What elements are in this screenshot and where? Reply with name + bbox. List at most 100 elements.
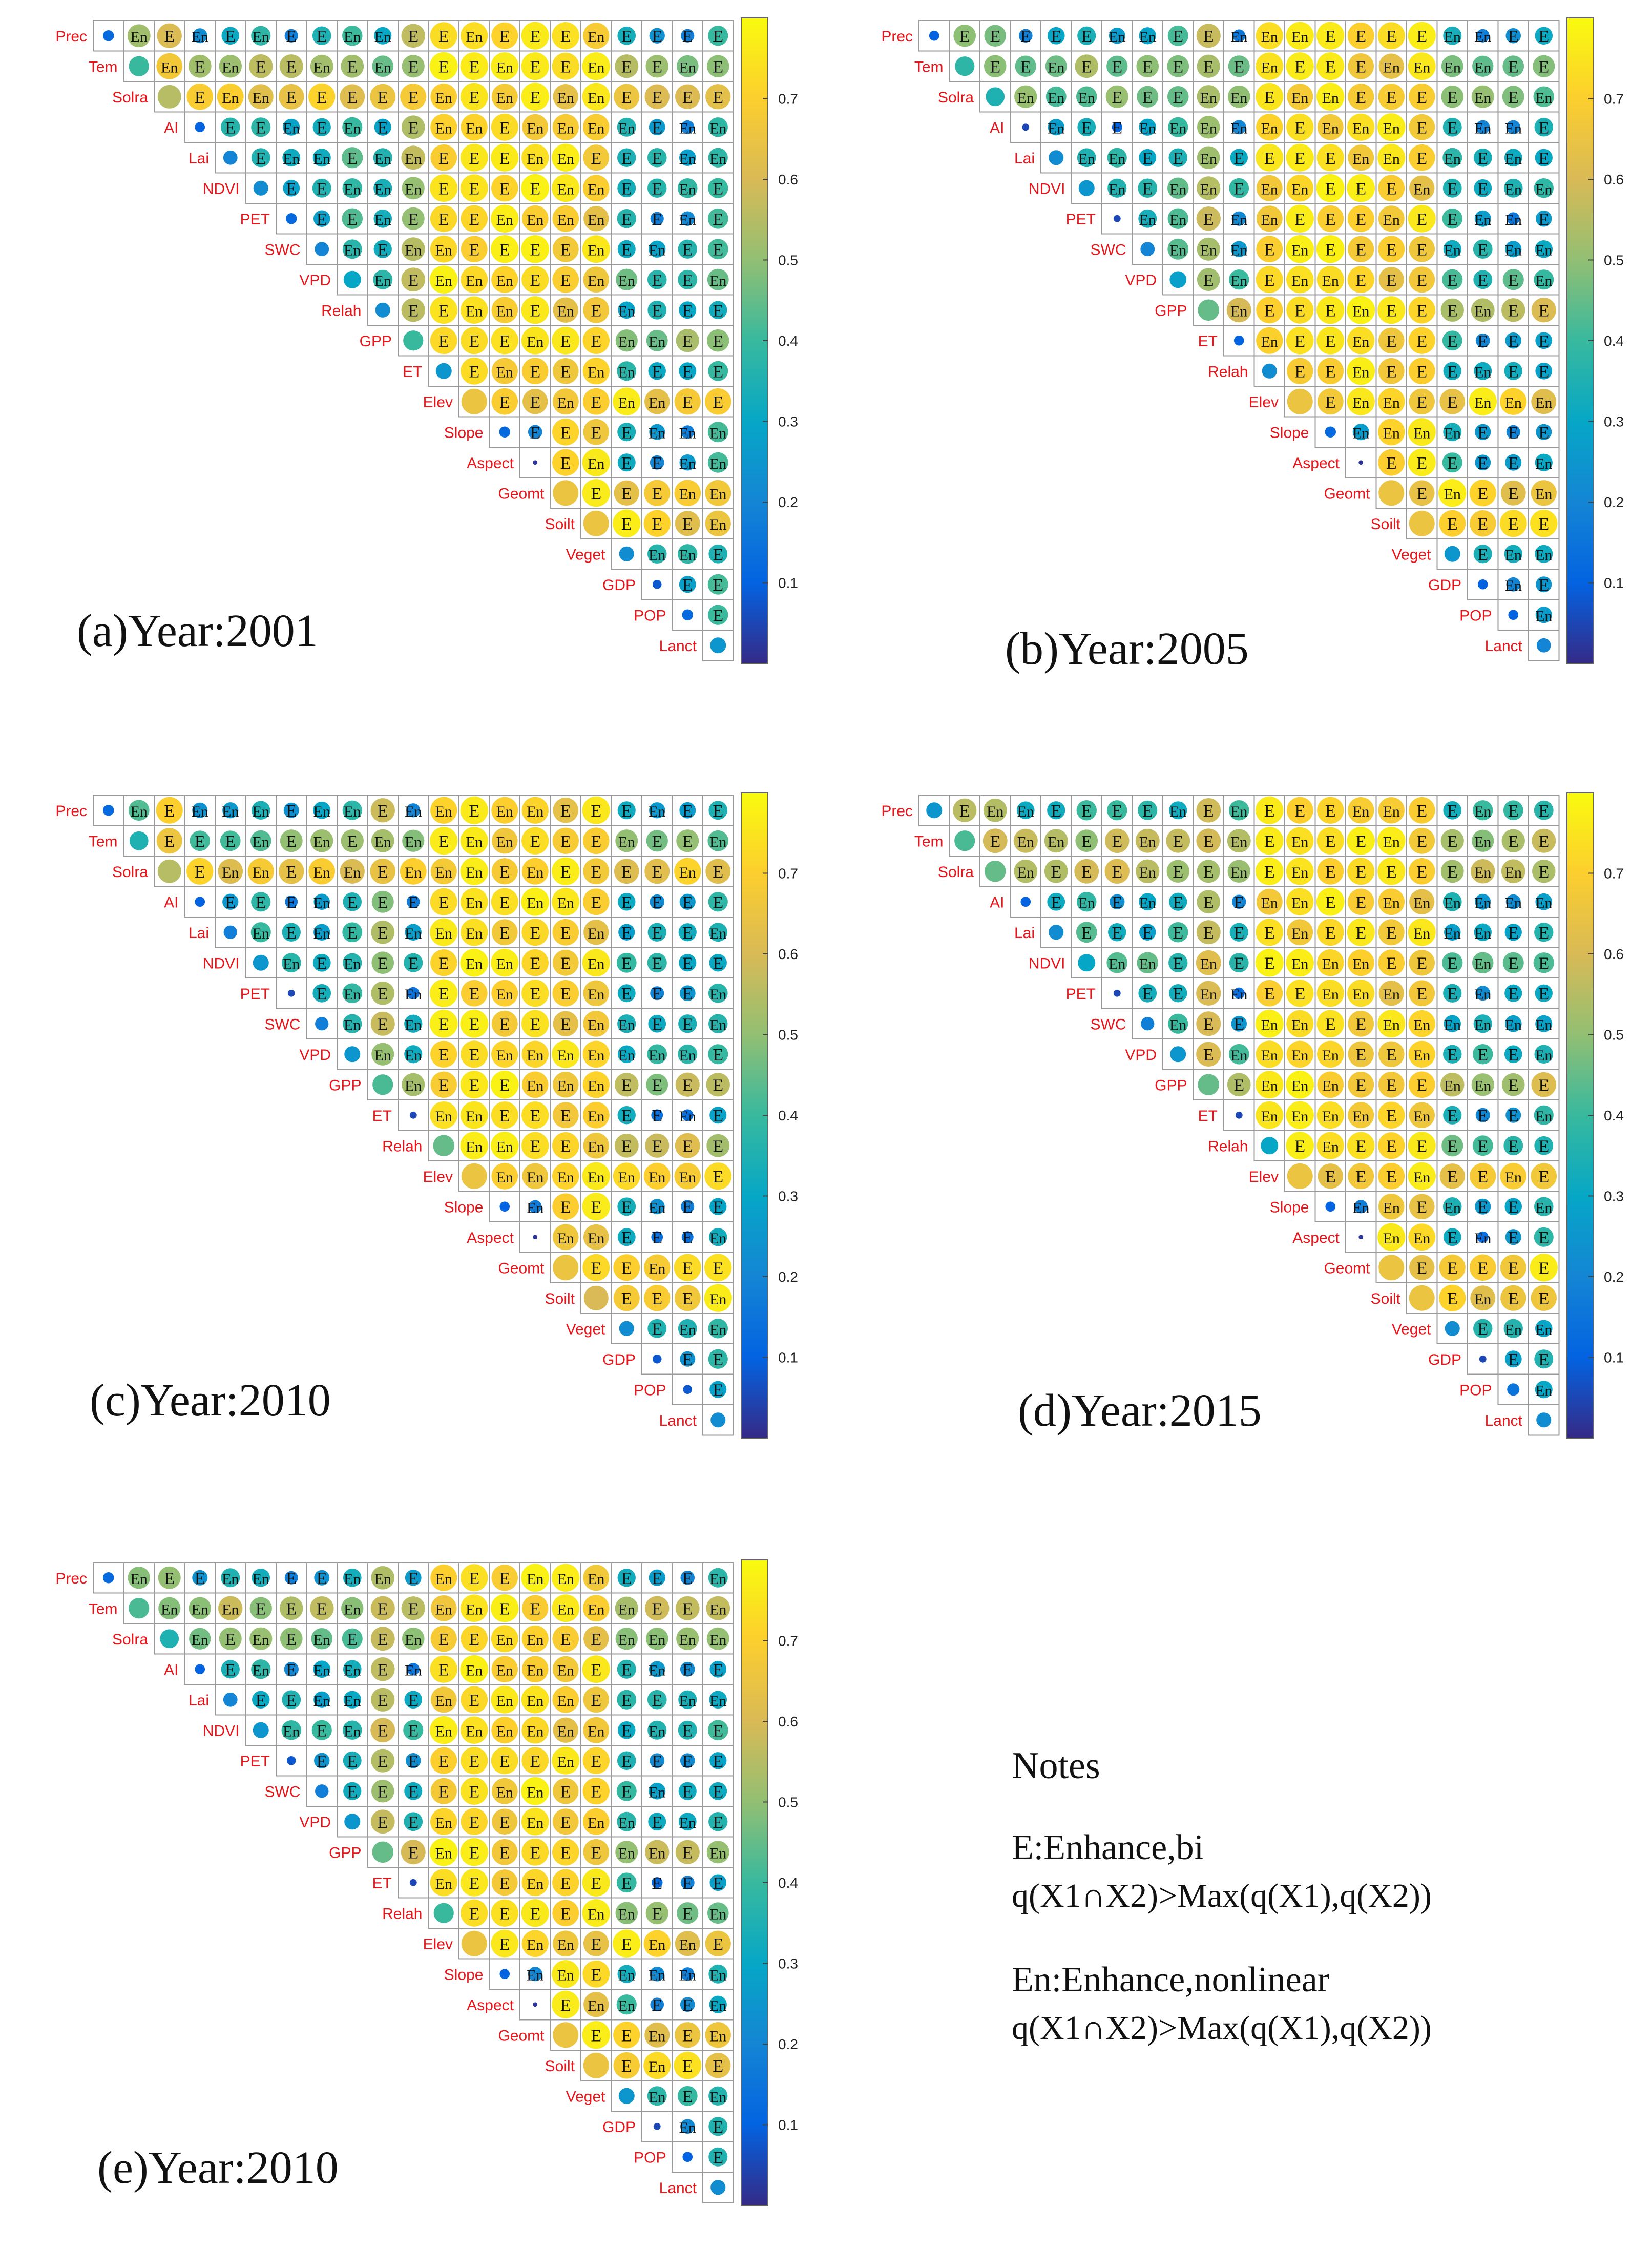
q-value-circle [552, 52, 579, 80]
interaction-type-label: E [1508, 1076, 1519, 1095]
q-value-circle [1535, 893, 1553, 910]
interaction-type-label: E [530, 1843, 540, 1862]
q-value-circle [371, 951, 394, 974]
q-value-circle [1441, 55, 1463, 77]
q-value-circle [1535, 149, 1553, 166]
q-value-circle [1378, 53, 1404, 79]
q-value-circle [521, 1132, 549, 1159]
q-value-circle [1261, 1137, 1279, 1155]
interaction-type-label: E [1233, 1076, 1244, 1095]
q-value-circle [614, 84, 640, 110]
q-value-circle [678, 1014, 697, 1033]
interaction-type-label: E [530, 1904, 540, 1923]
q-value-circle [1352, 424, 1369, 441]
interaction-type-label: E [1264, 88, 1275, 107]
interaction-type-label: E [621, 1259, 632, 1278]
q-value-circle [521, 1564, 550, 1592]
q-value-circle [430, 1778, 457, 1804]
q-value-circle [583, 858, 610, 885]
interaction-type-label: En [618, 1815, 635, 1831]
q-value-circle [1286, 1040, 1313, 1068]
q-value-circle [1377, 143, 1406, 172]
interaction-type-label: E [1325, 149, 1336, 168]
interaction-type-label: E [1203, 57, 1214, 76]
interaction-type-label: E [195, 863, 205, 882]
q-value-circle [1531, 389, 1557, 414]
interaction-type-label: En [253, 864, 269, 881]
interaction-type-label: E [1538, 1350, 1549, 1369]
q-value-circle [491, 84, 518, 110]
q-value-circle [1229, 923, 1248, 942]
q-value-circle [1378, 84, 1405, 110]
q-value-circle [1076, 800, 1097, 821]
interaction-type-label: E [621, 954, 632, 973]
interaction-type-label: E [438, 57, 449, 76]
q-value-circle [460, 948, 489, 977]
interaction-type-label: E [408, 1813, 419, 1832]
interaction-type-label: E [560, 1996, 571, 2015]
q-value-circle [1139, 27, 1156, 45]
interaction-type-label: E [652, 1076, 662, 1095]
q-value-circle [1168, 1013, 1188, 1034]
interaction-type-label: E [621, 802, 632, 821]
q-value-circle [312, 26, 331, 46]
q-value-circle [1197, 860, 1220, 883]
interaction-type-label: E [1203, 832, 1214, 851]
interaction-type-label: En [679, 1321, 696, 1338]
interaction-type-label: En [1505, 181, 1522, 198]
interaction-type-label: E [1508, 954, 1519, 973]
q-value-circle [705, 480, 731, 506]
q-value-circle [1014, 85, 1037, 108]
interaction-type-label: E [652, 1599, 662, 1618]
interaction-type-label: E [621, 985, 632, 1004]
q-value-circle [1441, 1135, 1463, 1157]
q-value-circle [1504, 984, 1522, 1002]
q-value-circle [1440, 860, 1464, 883]
interaction-type-label: En [649, 1936, 665, 1953]
interaction-type-label: E [469, 1843, 479, 1862]
interaction-type-label: E [682, 1198, 693, 1217]
q-value-circle [1135, 828, 1160, 853]
q-value-circle [461, 22, 488, 50]
interaction-type-label: E [1355, 271, 1366, 290]
q-value-circle [1442, 117, 1462, 137]
interaction-type-label: En [649, 1169, 665, 1186]
q-value-circle [1473, 545, 1492, 564]
interaction-type-label: En [1474, 955, 1491, 972]
q-value-circle [409, 1879, 417, 1886]
q-value-circle [953, 798, 977, 822]
q-value-circle [1444, 924, 1461, 941]
interaction-type-label: E [682, 1289, 693, 1308]
q-value-circle [1347, 980, 1375, 1007]
q-value-circle [430, 918, 458, 946]
interaction-type-label: E [682, 27, 693, 46]
interaction-type-label: En [987, 803, 1003, 820]
interaction-type-label: En [618, 120, 635, 137]
q-value-circle [1075, 829, 1098, 852]
interaction-type-label: En [679, 2119, 696, 2136]
q-value-circle [552, 1224, 579, 1251]
q-value-circle [309, 1596, 334, 1620]
q-value-circle [430, 83, 457, 110]
interaction-type-label: E [1294, 332, 1305, 351]
interaction-type-label: E [1386, 924, 1397, 943]
q-value-circle [283, 118, 300, 136]
q-value-circle [1530, 510, 1558, 537]
interaction-type-label: En [1261, 59, 1278, 76]
q-value-circle [706, 1134, 730, 1157]
interaction-type-label: E [682, 1259, 693, 1278]
row-label: Solra [938, 89, 974, 106]
q-value-circle [1476, 29, 1490, 43]
q-value-circle [1500, 1254, 1526, 1281]
interaction-type-label: En [435, 1571, 452, 1588]
q-value-circle [1358, 460, 1364, 465]
q-value-circle [1504, 545, 1523, 564]
interaction-type-label: E [1508, 515, 1519, 534]
q-value-circle [652, 1354, 662, 1364]
row-label: PET [1066, 211, 1096, 228]
interaction-type-label: E [682, 88, 693, 107]
q-value-circle [552, 236, 579, 262]
q-value-circle [643, 1930, 671, 1957]
q-value-circle [156, 797, 183, 824]
interaction-type-label: E [1355, 27, 1366, 46]
